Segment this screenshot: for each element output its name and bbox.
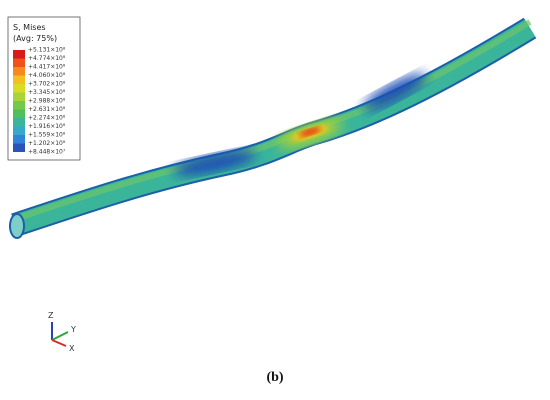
caption: (b) — [266, 370, 283, 385]
legend-band — [13, 109, 25, 118]
tube-end — [9, 213, 25, 239]
legend-band — [13, 101, 25, 110]
legend-entry: +4.417×10⁸ — [28, 64, 66, 71]
legend-entry: +8.448×10⁷ — [28, 149, 66, 156]
x-label: X — [69, 344, 75, 353]
legend-band — [13, 75, 25, 84]
x-axis — [51, 339, 67, 347]
stress-peak-zone — [299, 127, 321, 137]
axis-triad: Z Y X — [48, 311, 76, 353]
legend-entry: +2.274×10⁸ — [28, 115, 66, 122]
legend-band — [13, 58, 25, 67]
legend-entry: +4.060×10⁸ — [28, 72, 66, 79]
legend-entry: +5.131×10⁸ — [28, 47, 66, 54]
legend-subtitle: (Avg: 75%) — [13, 34, 57, 43]
legend-band — [13, 118, 25, 127]
stress-low-zone — [173, 150, 257, 176]
legend-band — [13, 135, 25, 144]
stress-low-zone — [363, 73, 427, 111]
legend-band — [13, 84, 25, 93]
legend-band — [13, 92, 25, 101]
legend-entry: +1.916×10⁸ — [28, 123, 66, 130]
legend-scale: +5.131×10⁸+4.774×10⁸ +4.417×10⁸+4.060×10⁸… — [13, 47, 66, 156]
legend-band — [13, 67, 25, 76]
tube — [9, 17, 537, 239]
legend-title: S, Mises — [13, 23, 46, 32]
legend-entry: +1.559×10⁸ — [28, 132, 66, 139]
legend-entry: +3.345×10⁸ — [28, 89, 66, 96]
legend-entry: +2.631×10⁸ — [28, 106, 66, 113]
legend-entry: +2.988×10⁸ — [28, 98, 66, 105]
legend-band — [13, 126, 25, 135]
legend-entry: +3.702×10⁸ — [28, 81, 66, 88]
legend-entry: +4.774×10⁸ — [28, 55, 66, 62]
legend-band — [13, 50, 25, 59]
z-label: Z — [48, 311, 54, 320]
y-axis — [51, 331, 69, 341]
legend-band — [13, 143, 25, 152]
legend-entry: +1.202×10⁸ — [28, 140, 66, 147]
y-label: Y — [70, 325, 76, 334]
